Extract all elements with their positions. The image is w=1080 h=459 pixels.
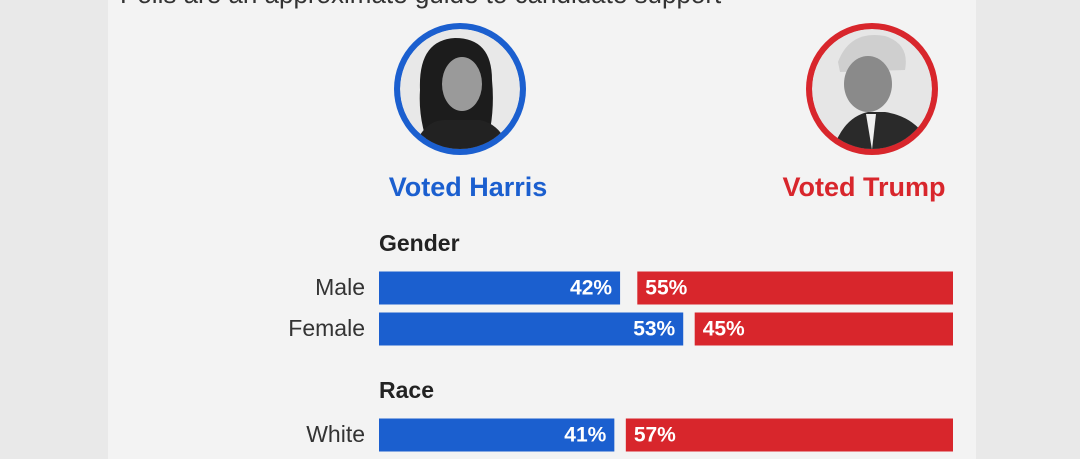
bar: [379, 312, 684, 346]
value-label: 57%: [634, 424, 676, 447]
bar: [637, 271, 953, 305]
value-label: 53%: [633, 318, 675, 341]
category-label: Female: [288, 315, 365, 341]
series-heading: Voted Harris: [389, 172, 548, 202]
group-heading: Race: [379, 377, 434, 403]
series-heading: Voted Trump: [782, 172, 945, 202]
subtitle: Polls are an approximate guide to candid…: [120, 0, 722, 9]
value-label: 45%: [703, 318, 745, 341]
harris-portrait: [394, 23, 526, 155]
value-label: 41%: [564, 424, 606, 447]
value-label: 42%: [570, 277, 612, 300]
group-heading: Gender: [379, 230, 460, 256]
category-label: White: [306, 421, 365, 447]
bar: [625, 418, 953, 452]
trump-portrait: [806, 23, 938, 155]
bar: [379, 418, 615, 452]
bar: [694, 312, 953, 346]
bar: [379, 271, 621, 305]
value-label: 55%: [645, 277, 687, 300]
category-label: Male: [315, 274, 365, 300]
